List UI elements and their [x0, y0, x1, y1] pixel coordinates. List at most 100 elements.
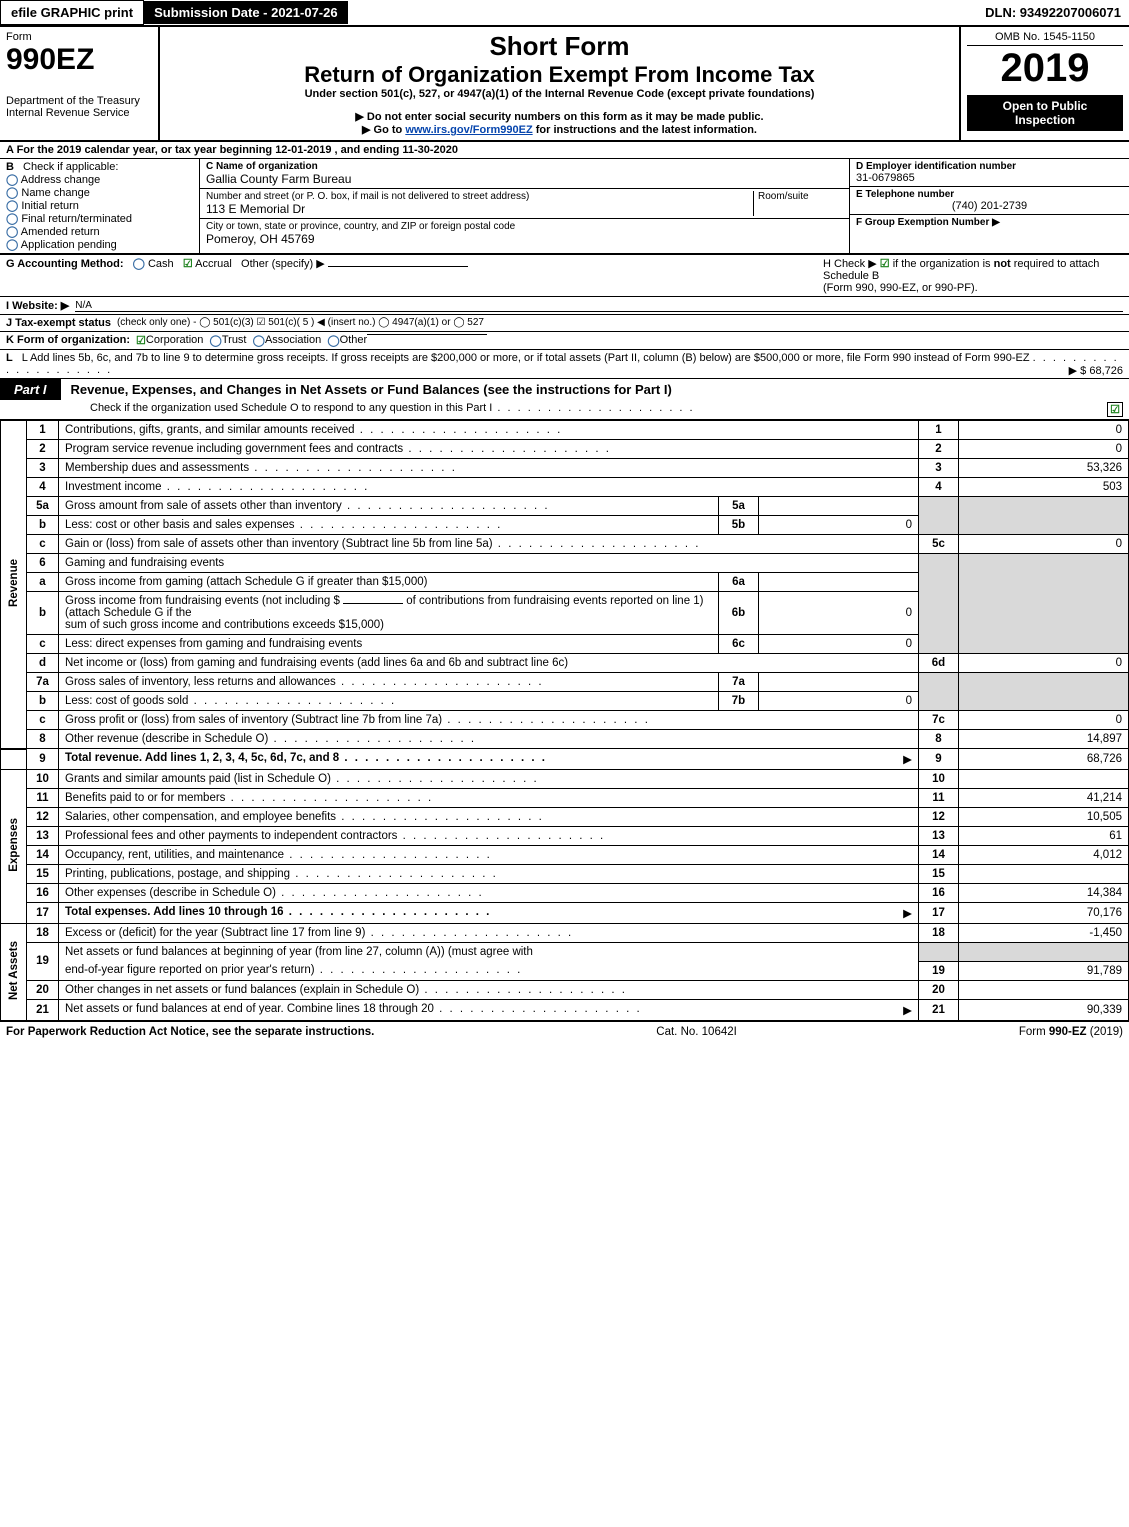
r4-ln: 4	[919, 478, 959, 497]
r6b-sl: 6b	[719, 592, 759, 635]
r19-amt-grey	[959, 943, 1129, 962]
check-final-return[interactable]: ◯	[6, 213, 18, 225]
r8-ln: 8	[919, 730, 959, 749]
addr-change-label: Address change	[21, 174, 101, 186]
r5a-sl: 5a	[719, 497, 759, 516]
h-not: not	[994, 258, 1011, 270]
assoc-label: Association	[265, 334, 321, 346]
r15-amt	[959, 865, 1129, 884]
corp-label: Corporation	[146, 334, 203, 346]
h-text1: H Check ▶	[823, 258, 880, 270]
r8-desc: Other revenue (describe in Schedule O)	[59, 730, 919, 749]
row-16: 16 Other expenses (describe in Schedule …	[1, 884, 1129, 903]
check-amended-return[interactable]: ◯	[6, 226, 18, 238]
top-bar: efile GRAPHIC print Submission Date - 20…	[0, 0, 1129, 27]
check-schedule-b[interactable]: ☑	[880, 258, 890, 270]
r19-ln: 19	[919, 961, 959, 980]
r20-ln: 20	[919, 980, 959, 999]
h-text4: (Form 990, 990-EZ, or 990-PF).	[823, 282, 978, 294]
check-corporation[interactable]: ☑	[136, 334, 146, 347]
check-other-org[interactable]: ◯	[327, 334, 339, 347]
r7c-ln: 7c	[919, 711, 959, 730]
row-12: 12 Salaries, other compensation, and emp…	[1, 808, 1129, 827]
r16-ln: 16	[919, 884, 959, 903]
r19-ln-grey	[919, 943, 959, 962]
r6c-desc: Less: direct expenses from gaming and fu…	[59, 635, 719, 654]
part1-title: Revenue, Expenses, and Changes in Net As…	[61, 382, 672, 397]
form-header: Form 990EZ Department of the Treasury In…	[0, 27, 1129, 142]
website-value: N/A	[75, 300, 92, 311]
r4-num: 4	[27, 478, 59, 497]
row-19b: end-of-year figure reported on prior yea…	[1, 961, 1129, 980]
tax-year: 2019	[967, 46, 1123, 91]
expenses-sidebar: Expenses	[1, 770, 27, 924]
r10-amt	[959, 770, 1129, 789]
r13-num: 13	[27, 827, 59, 846]
r21-num: 21	[27, 999, 59, 1020]
r6-ln-grey	[919, 554, 959, 654]
r3-ln: 3	[919, 459, 959, 478]
part1-table: Revenue 1 Contributions, gifts, grants, …	[0, 420, 1129, 1021]
check-name-change[interactable]: ◯	[6, 187, 18, 199]
row-15: 15 Printing, publications, postage, and …	[1, 865, 1129, 884]
dln-label: DLN: 93492207006071	[977, 1, 1129, 24]
r17-desc: Total expenses. Add lines 10 through 16 …	[59, 903, 919, 924]
check-schedule-o[interactable]: ☑	[1107, 402, 1123, 417]
dept-label: Department of the Treasury	[6, 95, 152, 107]
r19-amt: 91,789	[959, 961, 1129, 980]
org-address: 113 E Memorial Dr	[206, 202, 753, 216]
room-label: Room/suite	[753, 191, 843, 216]
row-5a: 5a Gross amount from sale of assets othe…	[1, 497, 1129, 516]
trust-label: Trust	[222, 334, 247, 346]
goto-post: for instructions and the latest informat…	[533, 124, 757, 136]
r14-amt: 4,012	[959, 846, 1129, 865]
r15-desc: Printing, publications, postage, and shi…	[59, 865, 919, 884]
check-association[interactable]: ◯	[253, 334, 265, 347]
r7ab-amt-grey	[959, 673, 1129, 711]
r17-num: 17	[27, 903, 59, 924]
r7c-amt: 0	[959, 711, 1129, 730]
check-accrual[interactable]: ☑	[183, 258, 193, 270]
r2-amt: 0	[959, 440, 1129, 459]
goto-link[interactable]: www.irs.gov/Form990EZ	[405, 124, 532, 136]
r5b-sv: 0	[759, 516, 919, 535]
r1-desc: Contributions, gifts, grants, and simila…	[59, 421, 919, 440]
r7b-sv: 0	[759, 692, 919, 711]
check-application-pending[interactable]: ◯	[6, 239, 18, 251]
r11-num: 11	[27, 789, 59, 808]
row-3: 3 Membership dues and assessments 3 53,3…	[1, 459, 1129, 478]
check-address-change[interactable]: ◯	[6, 174, 18, 186]
r6-amt-grey	[959, 554, 1129, 654]
check-initial-return[interactable]: ◯	[6, 200, 18, 212]
r5ab-amt-grey	[959, 497, 1129, 535]
application-pending-label: Application pending	[21, 239, 117, 251]
row-10: Expenses 10 Grants and similar amounts p…	[1, 770, 1129, 789]
row-19a: 19 Net assets or fund balances at beginn…	[1, 943, 1129, 962]
r6a-num: a	[27, 573, 59, 592]
check-cash[interactable]: ◯	[133, 258, 145, 270]
r14-ln: 14	[919, 846, 959, 865]
r1-num: 1	[27, 421, 59, 440]
c-label: C Name of organization	[206, 161, 843, 172]
r14-desc: Occupancy, rent, utilities, and maintena…	[59, 846, 919, 865]
efile-print-button[interactable]: efile GRAPHIC print	[0, 0, 144, 25]
j-label: J Tax-exempt status	[6, 317, 111, 329]
row-8: 8 Other revenue (describe in Schedule O)…	[1, 730, 1129, 749]
page-footer: For Paperwork Reduction Act Notice, see …	[0, 1021, 1129, 1042]
b-text: Check if applicable:	[23, 161, 118, 173]
phone-value: (740) 201-2739	[856, 200, 1123, 212]
r18-amt: -1,450	[959, 924, 1129, 943]
r6b-sv: 0	[759, 592, 919, 635]
r5b-desc: Less: cost or other basis and sales expe…	[59, 516, 719, 535]
r7c-desc: Gross profit or (loss) from sales of inv…	[59, 711, 919, 730]
form-code: 990EZ	[6, 43, 152, 77]
row-13: 13 Professional fees and other payments …	[1, 827, 1129, 846]
r7a-num: 7a	[27, 673, 59, 692]
r19-num: 19	[27, 943, 59, 981]
footer-right: Form 990-EZ (2019)	[1019, 1026, 1123, 1038]
r21-ln: 21	[919, 999, 959, 1020]
j-tax-exempt-row: J Tax-exempt status (check only one) - ◯…	[0, 315, 1129, 332]
check-trust[interactable]: ◯	[210, 334, 222, 347]
k-form-org-row: K Form of organization: ☑ Corporation ◯ …	[0, 332, 1129, 350]
r6-num: 6	[27, 554, 59, 573]
